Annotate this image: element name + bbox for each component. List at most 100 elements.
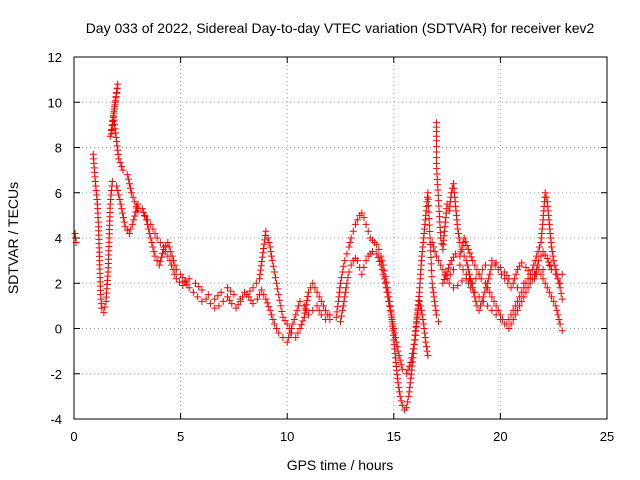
data-point (513, 306, 521, 314)
data-point (472, 297, 480, 305)
data-point (337, 279, 344, 287)
data-point (315, 306, 323, 314)
data-point (123, 171, 131, 179)
data-point (258, 257, 266, 265)
data-point (129, 193, 137, 201)
data-point (406, 379, 414, 387)
data-point (296, 297, 304, 305)
x-tick-label: 10 (280, 429, 294, 444)
data-point (360, 214, 368, 222)
data-point (368, 248, 376, 256)
data-point (557, 289, 565, 297)
data-point (153, 234, 161, 242)
data-point (406, 383, 414, 391)
data-point (511, 275, 519, 283)
data-point (305, 311, 313, 319)
data-point (192, 279, 200, 287)
data-point (151, 229, 159, 237)
data-point (452, 250, 460, 258)
data-point (252, 279, 260, 287)
data-point (114, 186, 122, 194)
data-point (332, 313, 340, 321)
data-point (194, 293, 202, 301)
data-point (274, 285, 282, 293)
data-point (427, 253, 435, 261)
data-point (147, 220, 155, 228)
data-point (113, 182, 121, 190)
data-point (533, 252, 541, 260)
data-point (491, 261, 499, 269)
data-point (162, 248, 170, 256)
data-point (541, 189, 549, 197)
y-axis-label: SDTVAR / TECUs (5, 182, 21, 294)
data-point (520, 279, 528, 287)
data-point (409, 349, 417, 357)
data-point (156, 257, 164, 265)
data-point (558, 295, 566, 303)
data-point (341, 293, 349, 301)
data-point (511, 311, 519, 319)
data-point (440, 275, 448, 283)
data-point (290, 315, 298, 323)
data-point (471, 261, 479, 269)
data-point (130, 216, 138, 224)
data-point (516, 302, 524, 310)
data-point (160, 243, 168, 251)
data-point (260, 240, 268, 248)
data-point (379, 270, 387, 278)
data-point (395, 383, 403, 391)
data-point (383, 288, 391, 296)
data-point (423, 347, 431, 355)
data-point (420, 320, 428, 328)
data-point (548, 248, 556, 256)
data-point (545, 288, 553, 296)
data-point (339, 302, 347, 310)
data-point (446, 202, 454, 210)
data-point (228, 300, 236, 308)
data-point (541, 279, 549, 287)
data-point (334, 303, 342, 311)
data-point (292, 311, 300, 319)
y-tick-label: 6 (55, 186, 62, 201)
data-point (388, 315, 396, 323)
data-point (552, 266, 560, 274)
data-point (300, 313, 308, 321)
data-point (358, 209, 366, 217)
data-point (362, 257, 370, 265)
data-point (322, 306, 330, 314)
data-point (512, 270, 520, 278)
data-point (219, 297, 227, 305)
data-point (425, 208, 433, 216)
data-point (262, 295, 270, 303)
data-point (227, 287, 235, 295)
data-point (111, 101, 119, 109)
data-point (263, 299, 271, 307)
data-point (475, 306, 483, 314)
data-point (113, 138, 121, 146)
data-point (269, 262, 277, 270)
data-point (326, 315, 334, 323)
data-point (543, 254, 551, 262)
data-point (471, 288, 479, 296)
data-point (467, 253, 475, 261)
data-point (442, 272, 450, 280)
data-point (376, 257, 384, 265)
data-point (182, 278, 190, 286)
data-point (378, 266, 386, 274)
data-point (275, 329, 283, 337)
data-point (362, 220, 370, 228)
data-point (477, 302, 485, 310)
data-point (101, 303, 109, 311)
data-point (259, 249, 267, 257)
data-point (354, 216, 362, 224)
data-point (230, 291, 238, 299)
data-point (343, 279, 351, 287)
data-point (189, 288, 197, 296)
data-point (445, 279, 453, 287)
data-point (405, 388, 413, 396)
data-point (293, 306, 301, 314)
data-point (463, 261, 471, 269)
data-point (405, 362, 413, 370)
data-point (545, 258, 553, 266)
